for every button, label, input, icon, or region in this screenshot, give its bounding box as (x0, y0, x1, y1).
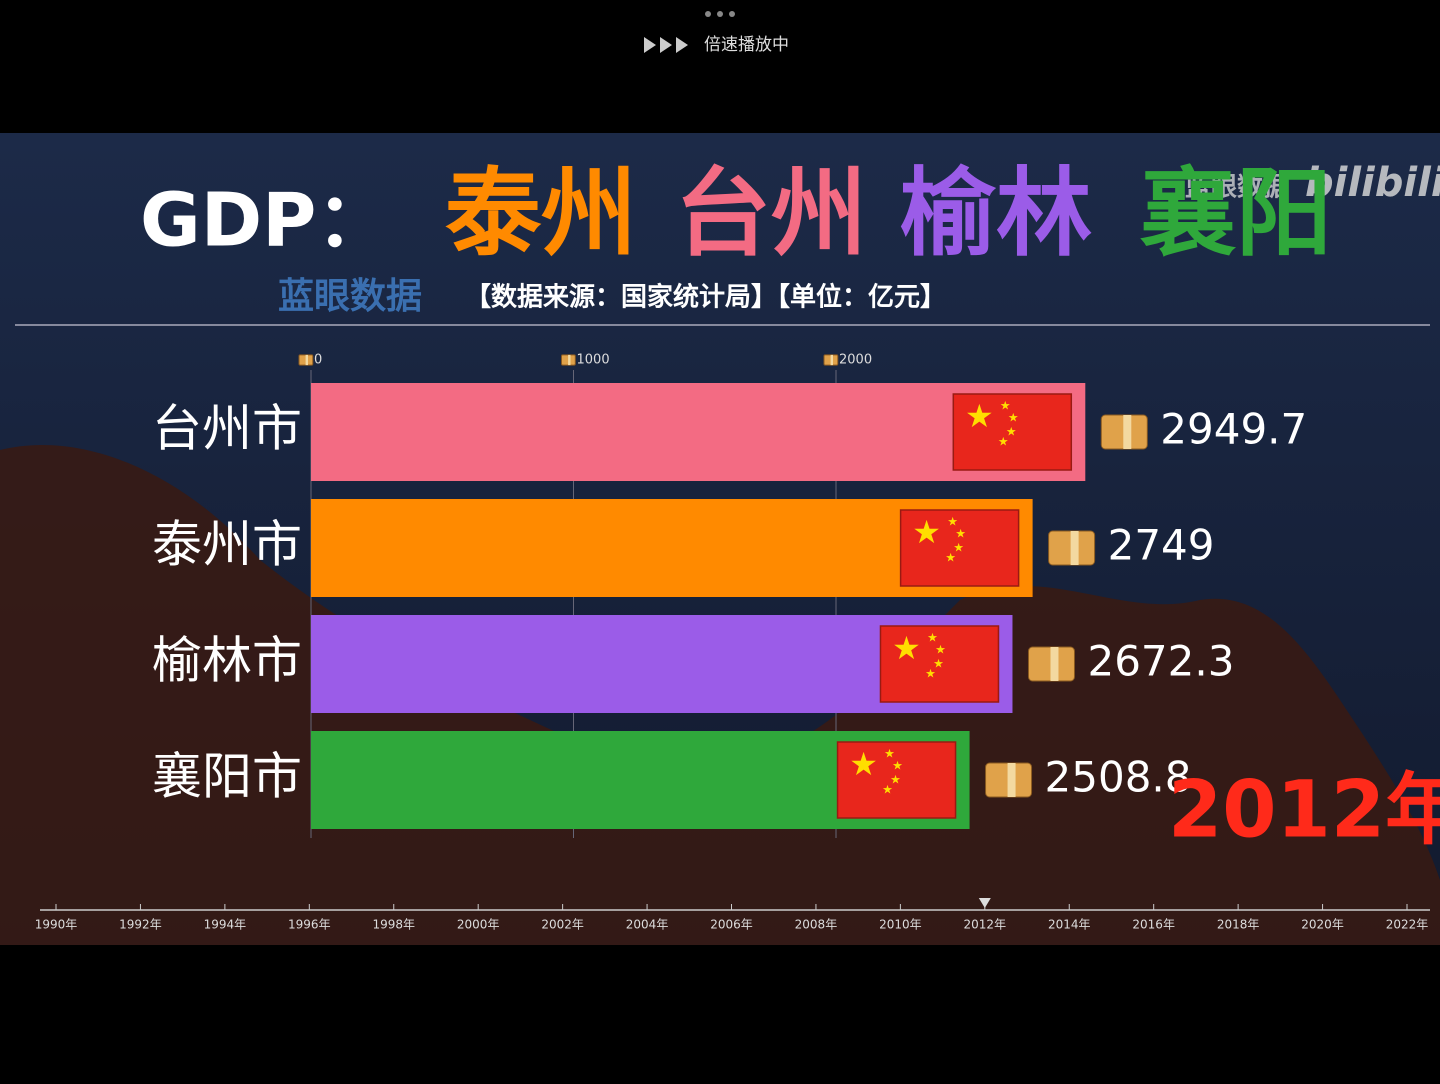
timeline-label: 2006年 (710, 918, 753, 932)
value-label: 2672.3 (1087, 637, 1234, 686)
title-prefix: GDP： (140, 178, 390, 264)
flag-star: ★ (892, 759, 903, 773)
flag (836, 741, 957, 819)
flag-star: ★ (998, 435, 1009, 449)
money-icon-band (1123, 415, 1132, 449)
period-label: 2012年 (1168, 765, 1440, 855)
watermark: 蓝眼数据 (1185, 173, 1289, 203)
flag-star: ★ (933, 657, 944, 671)
money-icon-band (305, 354, 308, 366)
money-icon-band (568, 354, 571, 366)
timeline-label: 2016年 (1132, 918, 1175, 932)
flag-star: ★ (912, 513, 941, 551)
timeline-label: 2018年 (1217, 918, 1260, 932)
flag-star: ★ (892, 629, 921, 667)
flag-star: ★ (947, 515, 958, 529)
title-city: 榆林 (900, 157, 1092, 269)
timeline-label: 1990年 (35, 918, 78, 932)
menu-dot[interactable] (717, 11, 723, 17)
flag-star: ★ (953, 541, 964, 555)
flag-star: ★ (890, 773, 901, 787)
flag-star: ★ (849, 745, 878, 783)
flag-star: ★ (1008, 411, 1019, 425)
money-icon-band (1050, 647, 1059, 681)
category-label: 台州市 (152, 400, 302, 458)
category-label: 襄阳市 (152, 748, 302, 806)
timeline-label: 2014年 (1048, 918, 1091, 932)
timeline-label: 2004年 (626, 918, 669, 932)
flag-star: ★ (884, 747, 895, 761)
value-label: 2508.8 (1045, 753, 1192, 802)
timeline-label: 1992年 (119, 918, 162, 932)
timeline-label: 2008年 (795, 918, 838, 932)
player-bar: 倍速播放中 (644, 11, 789, 55)
menu-dot[interactable] (705, 11, 711, 17)
speed-icon (644, 37, 688, 53)
title-city: 泰州 (445, 157, 637, 269)
flag-star: ★ (945, 551, 956, 565)
menu-dot[interactable] (729, 11, 735, 17)
flag (952, 393, 1073, 471)
money-icon-band (1007, 763, 1016, 797)
watermark-logo: bilibili (1305, 160, 1440, 206)
brand: 蓝眼数据 (278, 276, 422, 317)
timeline-label: 2010年 (879, 918, 922, 932)
title-city: 襄阳 (1140, 157, 1332, 269)
timeline-label: 2002年 (541, 918, 584, 932)
speed-status: 倍速播放中 (704, 35, 789, 55)
flag-star: ★ (935, 643, 946, 657)
category-label: 泰州市 (152, 516, 302, 574)
money-icon-band (1070, 531, 1079, 565)
source: 【数据来源：国家统计局】【单位：亿元】 (465, 282, 946, 313)
x-tick-label: 1000 (577, 353, 610, 368)
flag-star: ★ (882, 783, 893, 797)
money-icon-band (830, 354, 833, 366)
flag (899, 509, 1020, 587)
flag-star: ★ (925, 667, 936, 681)
x-tick-label: 0 (314, 353, 322, 368)
flag (879, 625, 1000, 703)
timeline-label: 2022年 (1386, 918, 1429, 932)
timeline-label: 1994年 (204, 918, 247, 932)
category-label: 榆林市 (152, 632, 302, 690)
flag-star: ★ (955, 527, 966, 541)
value-label: 2949.7 (1160, 405, 1307, 454)
timeline-label: 1996年 (288, 918, 331, 932)
timeline-label: 1998年 (372, 918, 415, 932)
x-tick-label: 2000 (839, 353, 872, 368)
flag-star: ★ (965, 397, 994, 435)
title-city: 台州 (675, 157, 867, 269)
timeline-label: 2020年 (1301, 918, 1344, 932)
timeline-label: 2012年 (964, 918, 1007, 932)
flag-star: ★ (1006, 425, 1017, 439)
timeline-marker (978, 898, 991, 908)
flag-star: ★ (927, 631, 938, 645)
value-label: 2749 (1108, 521, 1215, 570)
flag-star: ★ (1000, 399, 1011, 413)
timeline-label: 2000年 (457, 918, 500, 932)
